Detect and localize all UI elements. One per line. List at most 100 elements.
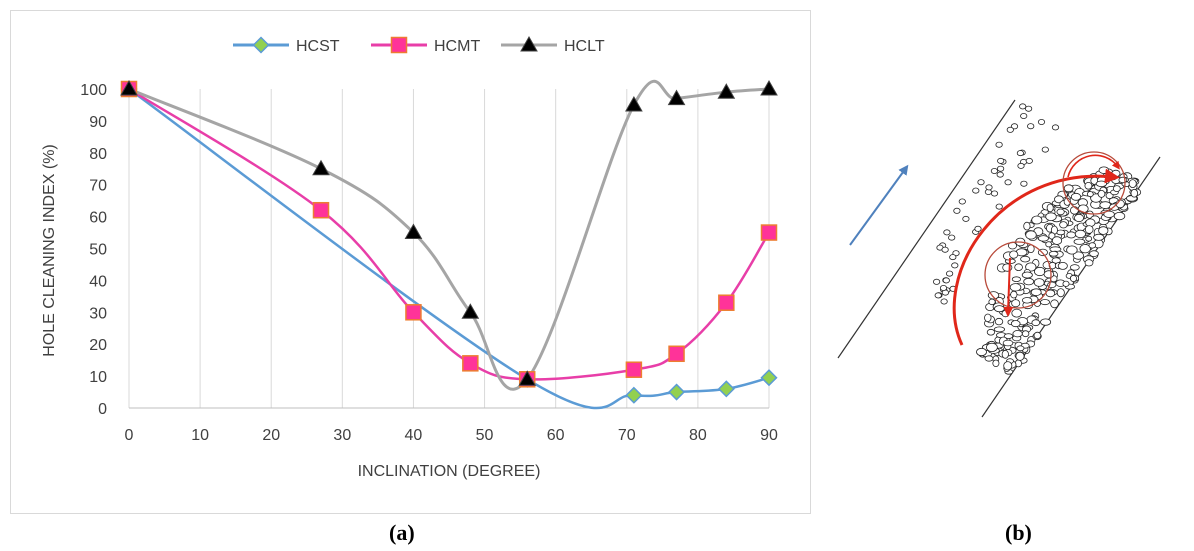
cutting-particle [1006, 126, 1014, 133]
y-tick-label: 100 [80, 82, 107, 99]
cutting-particle [1072, 251, 1084, 260]
cutting-particle [1059, 221, 1068, 229]
cutting-particle [1023, 221, 1031, 231]
cutting-particle [1048, 251, 1059, 257]
cutting-particle [1070, 192, 1082, 201]
data-point-hclt [717, 83, 736, 99]
cutting-particle [941, 246, 949, 253]
data-point-hclt [518, 370, 537, 386]
cutting-particle [1085, 235, 1093, 242]
cutting-particle [934, 292, 942, 299]
cutting-particle [984, 355, 994, 362]
y-tick-label: 50 [89, 242, 107, 259]
cutting-particle [1009, 250, 1019, 259]
cutting-particle [1023, 277, 1035, 286]
y-tick-label: 70 [89, 178, 107, 195]
cutting-particle [1002, 339, 1014, 347]
cutting-particle [990, 168, 998, 175]
cutting-particle [1021, 330, 1030, 338]
cutting-particle [1021, 271, 1033, 279]
cutting-particle [990, 190, 999, 197]
data-point-hcmt [405, 304, 422, 321]
y-tick-label: 10 [89, 369, 107, 386]
cutting-particle [1062, 280, 1070, 287]
cuttings-bed-diagram [837, 99, 1161, 418]
data-point-hclt [404, 223, 423, 240]
caption-a: (a) [389, 520, 415, 545]
cutting-particle [1056, 208, 1065, 216]
cutting-particle [977, 179, 985, 186]
cutting-particle [995, 203, 1003, 210]
cutting-particle [1020, 255, 1031, 263]
cutting-particle [1084, 182, 1093, 190]
cutting-particle [1037, 118, 1046, 125]
cutting-particle [996, 171, 1004, 178]
cutting-particle [953, 207, 961, 214]
y-tick-label: 30 [89, 305, 107, 322]
y-tick-label: 80 [89, 146, 107, 163]
cutting-particle [1031, 319, 1041, 327]
cutting-particle [1017, 162, 1025, 169]
cutting-particle [1130, 188, 1138, 198]
data-point-hcmt [668, 345, 685, 363]
cutting-particle [1084, 225, 1094, 234]
cutting-particle [1010, 320, 1021, 328]
x-tick-label: 50 [476, 427, 494, 444]
cutting-particle [942, 277, 950, 284]
cutting-particle [1021, 297, 1033, 304]
cutting-particle [1019, 103, 1027, 110]
cutting-particle [1045, 241, 1053, 248]
cutting-particle [1118, 176, 1128, 184]
data-point-hclt [120, 79, 138, 96]
cutting-particle [1073, 238, 1086, 245]
cutting-particle [988, 298, 996, 306]
data-point-hclt [312, 159, 330, 176]
legend-label-hcst: HCST [296, 38, 340, 55]
cutting-particle [1048, 232, 1056, 240]
cutting-particle [997, 157, 1005, 164]
cutting-particle [1025, 230, 1037, 240]
cutting-particle [962, 215, 970, 222]
cutting-particle [1073, 213, 1084, 223]
cutting-particle [1031, 215, 1043, 225]
cutting-particle [1093, 233, 1105, 241]
cutting-particle [1085, 218, 1096, 227]
cutting-particle [1020, 180, 1028, 187]
cutting-particle [1016, 150, 1024, 157]
cutting-particle [1003, 361, 1013, 371]
cutting-particle [995, 141, 1003, 148]
cutting-particle [1098, 166, 1110, 174]
x-tick-label: 80 [689, 427, 707, 444]
cutting-particle [1039, 299, 1050, 306]
cutting-particle [1041, 146, 1049, 153]
legend-marker-hcst [252, 36, 270, 54]
data-point-hcst [667, 383, 686, 401]
x-tick-label: 0 [125, 427, 134, 444]
data-point-hcst [760, 369, 778, 387]
cutting-particle [1045, 212, 1057, 221]
flow-direction-arrow [849, 164, 909, 246]
cutting-particle [1089, 250, 1099, 257]
cutting-particle [939, 284, 948, 291]
data-point-hclt [625, 95, 643, 112]
cutting-particle [1001, 349, 1009, 359]
cutting-particle [1020, 112, 1028, 119]
x-axis-label: INCLINATION (DEGREE) [358, 463, 541, 480]
cutting-particle [1046, 203, 1054, 213]
cutting-particle [1112, 185, 1121, 192]
cutting-particle [1056, 288, 1065, 298]
cutting-particle [1011, 299, 1021, 308]
cutting-particle [1037, 235, 1049, 242]
cutting-particle [1025, 262, 1037, 272]
cutting-particle [1095, 180, 1107, 187]
pipe-wall-upper [837, 99, 1016, 359]
y-tick-label: 20 [89, 337, 107, 354]
cutting-particle [1012, 330, 1023, 338]
cutting-particle [994, 317, 1004, 326]
y-tick-label: 60 [89, 210, 107, 227]
cutting-particle [993, 326, 1005, 333]
data-point-hcmt [462, 355, 479, 372]
cutting-particle [986, 328, 995, 336]
cutting-particle [1063, 184, 1074, 193]
cutting-particle [949, 254, 957, 261]
